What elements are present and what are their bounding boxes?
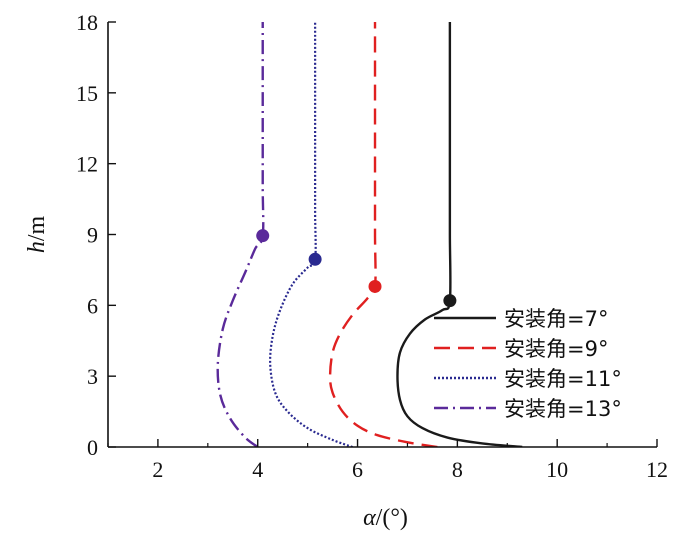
x-tick-label: 10 [546,457,568,482]
series-line-2 [330,22,437,447]
series-marker-3 [309,253,322,266]
x-axis-title-unit: /(°) [376,505,408,531]
series-marker-2 [369,280,382,293]
y-tick-label: 18 [76,10,98,35]
legend-label-1: 安装角=7° [504,307,608,331]
series-line-3 [270,22,352,447]
y-tick-label: 12 [76,152,98,177]
x-tick-label: 4 [252,457,263,482]
x-tick-label: 6 [352,457,363,482]
y-tick-label: 3 [87,364,98,389]
y-tick-label: 9 [87,223,98,248]
y-axis-title-unit: /m [24,216,50,242]
y-axis-title-var: h [24,241,50,253]
series-marker-4 [256,229,269,242]
legend-label-2: 安装角=9° [504,337,608,361]
x-tick-label: 12 [646,457,668,482]
legend-label-3: 安装角=11° [504,367,622,391]
x-axis-title: α/(°) [363,505,408,531]
y-tick-label: 0 [87,435,98,460]
x-tick-label: 2 [152,457,163,482]
legend-label-4: 安装角=13° [504,397,622,421]
y-tick-label: 6 [87,293,98,318]
series-marker-1 [443,294,456,307]
x-tick-label: 8 [452,457,463,482]
y-axis-title: h/m [24,216,50,254]
x-axis-title-var: α [363,505,376,531]
y-tick-label: 15 [76,81,98,106]
